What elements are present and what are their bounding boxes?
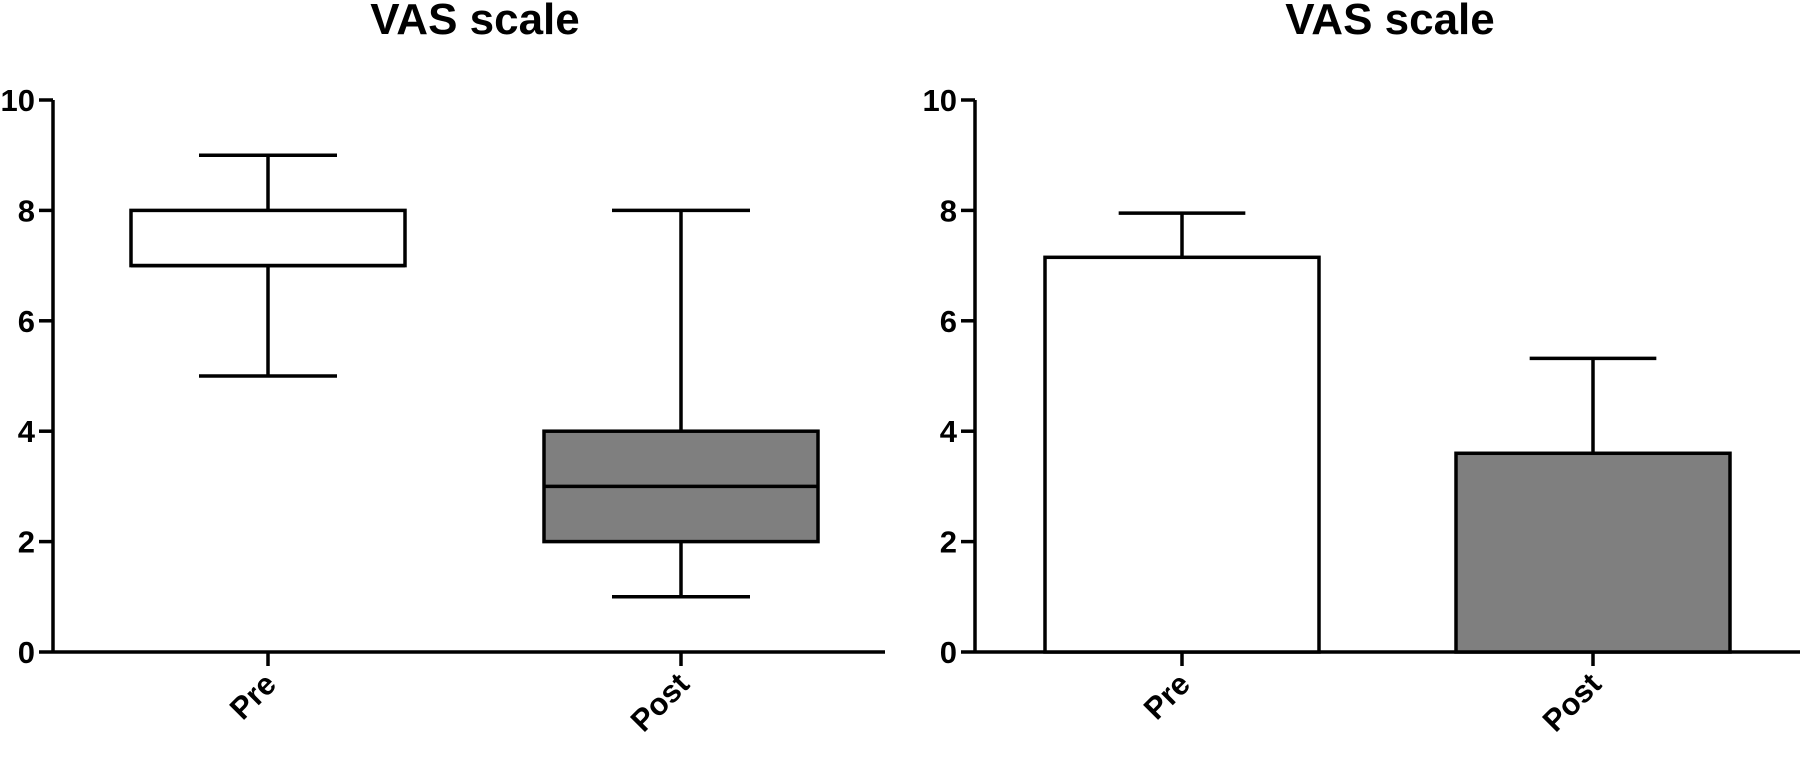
bar-chart-marks xyxy=(1043,211,1732,654)
x-category-label-post: Post xyxy=(624,666,696,738)
box-plot-category-labels: Pre Post xyxy=(223,652,696,738)
y-tick-label: 4 xyxy=(18,414,36,449)
y-tick-label: 0 xyxy=(940,635,957,670)
box-plot-panel: VAS scale 0 2 4 6 8 10 Pre Post xyxy=(1,0,885,738)
bar-rect xyxy=(1043,255,1321,654)
box-plot-title: VAS scale xyxy=(370,0,580,44)
y-tick-label: 4 xyxy=(940,414,958,449)
box-post xyxy=(542,208,820,599)
box-iqr xyxy=(129,208,407,268)
y-tick-label: 8 xyxy=(18,193,35,228)
y-tick-label: 8 xyxy=(940,193,957,228)
bar-rect xyxy=(1454,451,1732,654)
bar-chart-category-labels: Pre Post xyxy=(1137,652,1608,738)
y-tick-label: 2 xyxy=(18,525,35,560)
y-tick-label: 0 xyxy=(18,635,35,670)
bar-chart-y-ticks: 0 2 4 6 8 10 xyxy=(923,83,975,670)
box-plot-y-ticks: 0 2 4 6 8 10 xyxy=(1,83,53,670)
y-tick-label: 6 xyxy=(940,304,957,339)
y-tick-label: 10 xyxy=(1,83,35,118)
x-category-label-pre: Pre xyxy=(1137,666,1197,726)
y-tick-label: 10 xyxy=(923,83,957,118)
bar-pre xyxy=(1043,211,1321,654)
bar-post xyxy=(1454,356,1732,654)
y-tick-label: 2 xyxy=(940,525,957,560)
box-plot-marks xyxy=(129,153,820,599)
x-category-label-pre: Pre xyxy=(223,666,283,726)
bar-chart-title: VAS scale xyxy=(1285,0,1495,44)
box-pre xyxy=(129,153,407,378)
bar-chart-panel: VAS scale 0 2 4 6 8 10 Pre Post xyxy=(923,0,1800,738)
x-category-label-post: Post xyxy=(1536,666,1608,738)
y-tick-label: 6 xyxy=(18,304,35,339)
